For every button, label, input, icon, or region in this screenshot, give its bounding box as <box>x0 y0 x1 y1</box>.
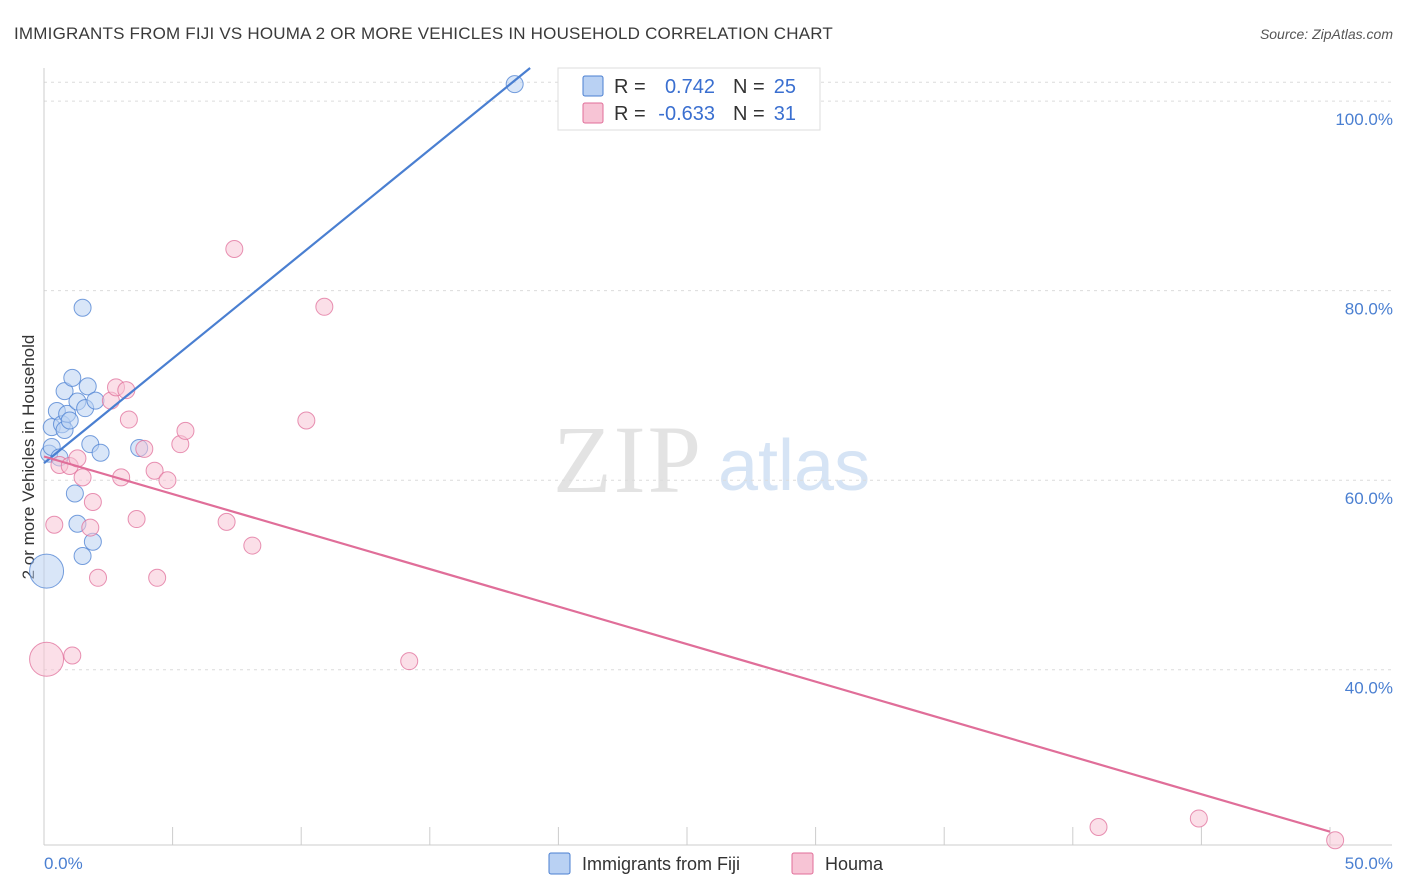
houma-n-value: 31 <box>774 103 796 125</box>
x-tick-marks <box>43 827 1331 845</box>
data-point <box>65 484 84 503</box>
data-point <box>148 568 167 587</box>
data-point <box>91 443 110 462</box>
y-tick-label: 40.0% <box>1345 679 1393 698</box>
data-point <box>63 646 82 665</box>
watermark-atlas: atlas <box>718 426 870 506</box>
data-point <box>73 546 92 565</box>
data-point <box>297 411 316 430</box>
data-point <box>225 239 244 258</box>
data-point <box>60 411 79 430</box>
trend-line-fiji <box>43 67 531 464</box>
y-tick-label: 80.0% <box>1345 300 1393 319</box>
legend-swatch-fiji <box>548 852 571 875</box>
houma-r-value: -0.633 <box>658 103 715 125</box>
stats-legend-row-houma: R = -0.633 N = 31 <box>582 102 796 125</box>
data-point <box>127 510 146 529</box>
data-point <box>1326 831 1345 850</box>
data-point <box>119 410 138 429</box>
data-point <box>63 368 82 387</box>
data-point <box>78 377 97 396</box>
data-point <box>145 461 164 480</box>
chart-source: Source: ZipAtlas.com <box>1260 26 1393 42</box>
data-point <box>1189 809 1208 828</box>
series-fiji-points <box>29 75 524 589</box>
y-tick-label: 100.0% <box>1335 110 1393 129</box>
watermark-zip: ZIP <box>553 406 703 513</box>
fiji-n-value: 25 <box>774 76 796 98</box>
series-houma-points <box>29 239 1345 850</box>
x-tick-label-min: 0.0% <box>44 854 83 873</box>
fiji-swatch <box>582 75 604 97</box>
fiji-r-label: R = <box>614 76 646 98</box>
trend-lines <box>43 67 1331 833</box>
stats-legend-row-fiji: R = 0.742 N = 25 <box>582 75 796 98</box>
stats-legend: R = 0.742 N = 25 R = -0.633 N = 31 <box>557 67 821 131</box>
houma-swatch <box>582 102 604 124</box>
data-point <box>243 536 262 555</box>
data-point <box>55 382 74 401</box>
data-point <box>158 471 177 490</box>
data-point <box>83 492 102 511</box>
data-point <box>1089 817 1108 836</box>
data-point <box>217 512 236 531</box>
legend-label-houma: Houma <box>825 854 884 874</box>
data-point <box>29 641 65 677</box>
gridlines <box>44 81 1392 671</box>
chart-title: IMMIGRANTS FROM FIJI VS HOUMA 2 OR MORE … <box>14 24 833 43</box>
data-point <box>81 518 100 537</box>
trend-line-houma <box>43 455 1331 833</box>
data-point <box>73 298 92 317</box>
data-point <box>176 421 195 440</box>
fiji-n-label: N = <box>733 76 765 98</box>
y-axis-label: 2 or more Vehicles in Household <box>19 335 38 580</box>
scatter-points <box>29 75 1345 850</box>
fiji-r-value: 0.742 <box>665 76 715 98</box>
data-point <box>73 468 92 487</box>
houma-r-label: R = <box>614 103 646 125</box>
x-tick-label-max: 50.0% <box>1345 854 1393 873</box>
watermark: ZIP atlas <box>553 406 870 513</box>
data-point <box>505 75 524 94</box>
series-legend: Immigrants from Fiji Houma <box>548 852 884 875</box>
data-point <box>315 297 334 316</box>
data-point <box>86 391 105 410</box>
y-tick-label: 60.0% <box>1345 489 1393 508</box>
legend-label-fiji: Immigrants from Fiji <box>582 854 740 874</box>
data-point <box>29 553 65 589</box>
data-point <box>89 568 108 587</box>
data-point <box>45 515 64 534</box>
legend-swatch-houma <box>791 852 814 875</box>
data-point <box>400 652 419 671</box>
houma-n-label: N = <box>733 103 765 125</box>
data-point <box>135 439 154 458</box>
y-tick-labels: 40.0% 60.0% 80.0% 100.0% <box>1335 110 1393 698</box>
